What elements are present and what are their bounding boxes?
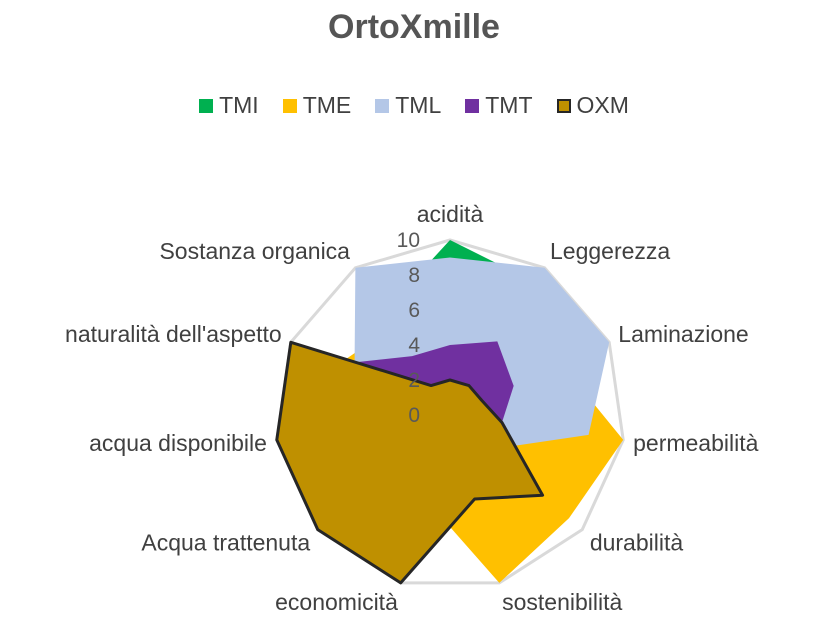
legend-item-tmi: TMI (199, 92, 259, 119)
legend-item-tmt: TMT (465, 92, 533, 119)
tick-labels: 0 2 4 6 8 10 (397, 229, 421, 427)
legend-label: TMT (485, 92, 533, 118)
chart-title: OrtoXmille (328, 8, 500, 46)
legend: TMI TME TML TMT OXM (0, 92, 828, 119)
tick-label: 6 (408, 299, 420, 322)
category-label: economicità (275, 589, 398, 615)
legend-swatch (375, 98, 390, 113)
category-label: acqua disponibile (89, 430, 267, 456)
category-label: Sostanza organica (159, 238, 350, 264)
legend-item-tml: TML (375, 92, 441, 119)
legend-label: OXM (576, 92, 629, 118)
legend-swatch (465, 98, 480, 113)
tick-label: 4 (408, 334, 420, 357)
legend-item-oxm: OXM (556, 92, 629, 119)
legend-label: TML (395, 92, 442, 118)
series-layer (275, 240, 624, 585)
legend-label: TME (302, 92, 352, 118)
category-label: naturalità dell'aspetto (65, 321, 282, 347)
category-label: durabilità (590, 530, 684, 556)
category-label: sostenibilità (502, 589, 622, 615)
category-label: acidità (417, 201, 484, 227)
category-label: permeabilità (633, 430, 758, 456)
tick-label: 2 (408, 369, 420, 392)
legend-label: TMI (219, 92, 259, 118)
legend-item-tme: TME (282, 92, 352, 119)
legend-swatch (199, 98, 214, 113)
category-label: Laminazione (618, 321, 748, 347)
legend-swatch (282, 98, 297, 113)
category-labels: acidità Leggerezza Laminazione permeabilità… (65, 201, 759, 615)
tick-label: 0 (408, 404, 420, 427)
tick-label: 10 (397, 229, 420, 252)
category-label: Leggerezza (550, 238, 670, 264)
legend-swatch (556, 98, 571, 113)
series-oxm-area (275, 340, 545, 585)
category-label: Acqua trattenuta (141, 530, 310, 556)
tick-label: 8 (408, 264, 420, 287)
